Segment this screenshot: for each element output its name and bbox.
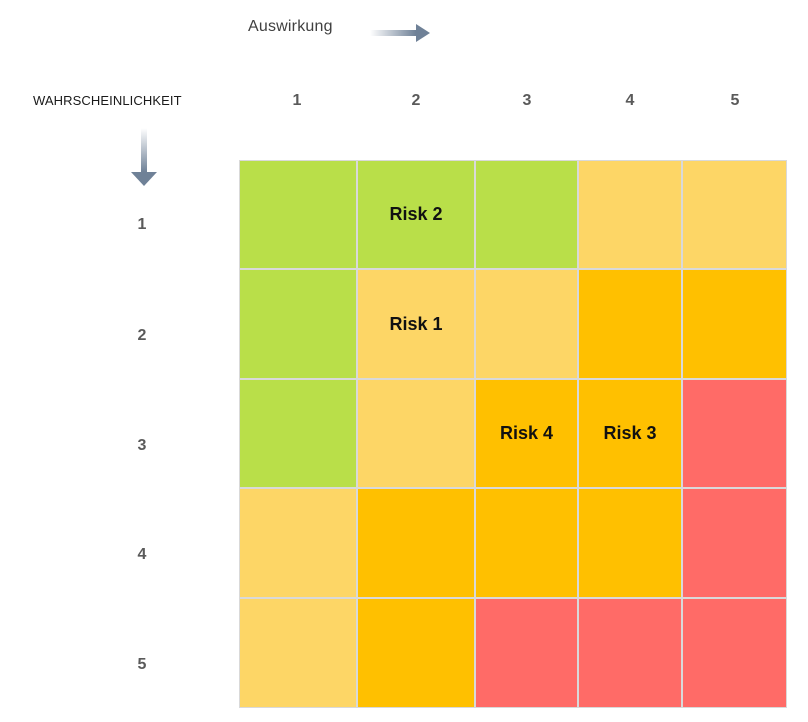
likelihood-axis-title: WAHRSCHEINLICHKEIT [33, 93, 182, 108]
matrix-cell [578, 269, 682, 379]
risk-matrix-grid: Risk 2 Risk 1 Risk 4 Risk 3 [239, 160, 787, 708]
risk-label: Risk 3 [603, 423, 657, 443]
matrix-cell [682, 379, 787, 488]
likelihood-level-label: 1 [137, 216, 147, 233]
arrow-down-icon [131, 128, 157, 186]
matrix-cell [357, 379, 475, 488]
matrix-cell [239, 269, 357, 379]
impact-level-label: 4 [625, 92, 635, 109]
matrix-cell [475, 598, 578, 708]
matrix-cell: Risk 3 [578, 379, 682, 488]
impact-level-label: 3 [522, 92, 532, 109]
impact-level-label: 5 [730, 92, 740, 109]
likelihood-level-label: 3 [137, 437, 147, 454]
impact-level-label: 1 [292, 92, 302, 109]
arrow-right-icon [370, 24, 430, 42]
matrix-cell [682, 488, 787, 598]
matrix-cell [357, 598, 475, 708]
impact-axis-title: Auswirkung [248, 18, 333, 35]
risk-label: Risk 4 [499, 423, 554, 443]
matrix-cell [239, 379, 357, 488]
matrix-cell [475, 160, 578, 269]
impact-level-label: 2 [411, 92, 421, 109]
risk-label: Risk 1 [389, 313, 443, 334]
risk-label: Risk 2 [389, 204, 443, 224]
matrix-cell: Risk 1 [357, 269, 475, 379]
likelihood-level-label: 4 [137, 546, 147, 563]
matrix-cell [357, 488, 475, 598]
matrix-cell [239, 160, 357, 269]
matrix-cell [239, 598, 357, 708]
likelihood-level-label: 2 [137, 327, 147, 344]
matrix-cell [682, 598, 787, 708]
matrix-cell: Risk 4 [475, 379, 578, 488]
likelihood-level-label: 5 [137, 656, 147, 673]
matrix-cell [578, 598, 682, 708]
matrix-cell [682, 160, 787, 269]
matrix-cell [475, 269, 578, 379]
matrix-cell [682, 269, 787, 379]
matrix-cell [578, 160, 682, 269]
matrix-cell [239, 488, 357, 598]
matrix-cell [475, 488, 578, 598]
matrix-cell: Risk 2 [357, 160, 475, 269]
matrix-cell [578, 488, 682, 598]
